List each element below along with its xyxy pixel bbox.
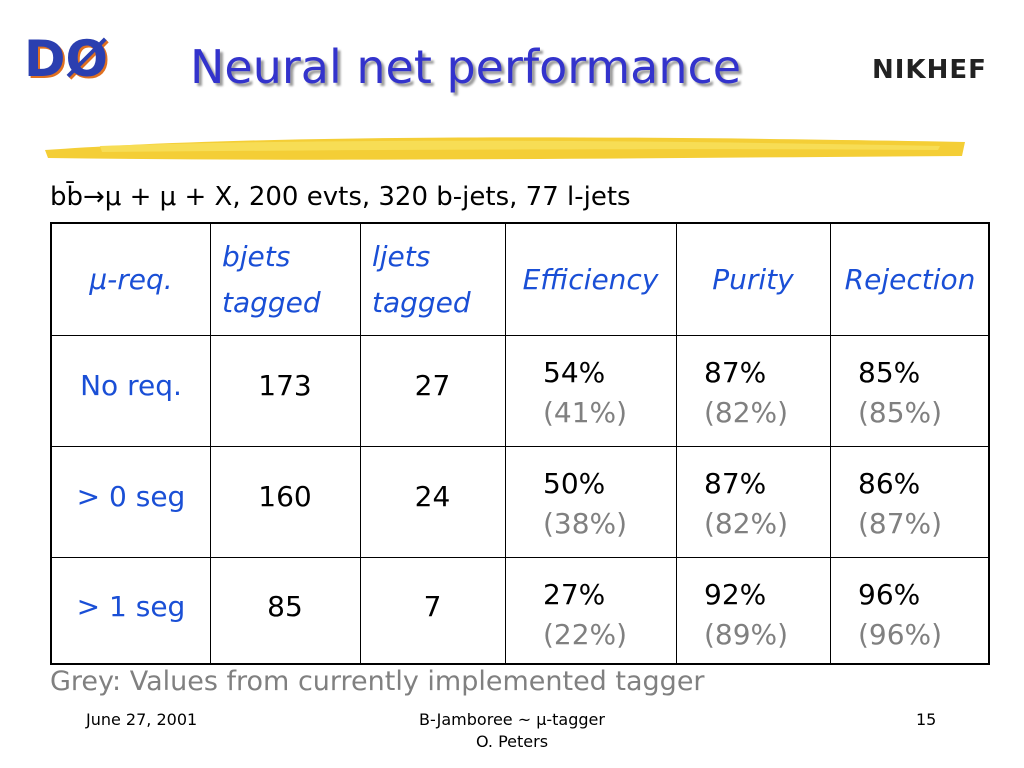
- row-rule: [52, 335, 988, 336]
- count-cell: 24: [414, 480, 451, 513]
- results-table: μ-req. bjets tagged ljets tagged Efficiency…: [50, 222, 990, 665]
- value-grey: (89%): [704, 618, 789, 651]
- value-main: 50%: [543, 467, 606, 500]
- footer-author: O. Peters: [475, 732, 549, 751]
- count-cell: 160: [258, 480, 312, 513]
- row-label: No req.: [80, 369, 182, 402]
- slide-title: Neural net performance: [190, 40, 742, 94]
- row-rule: [52, 446, 988, 447]
- count-cell: 85: [267, 589, 303, 623]
- value-grey: (38%): [543, 507, 628, 540]
- value-main: 87%: [704, 467, 767, 500]
- percent-cell: 96% (96%): [830, 557, 990, 665]
- note: Grey: Values from currently implemented …: [50, 666, 705, 697]
- column-header: μ-req.: [89, 262, 173, 296]
- row-rule: [52, 557, 988, 558]
- percent-cell: 87% (82%): [676, 446, 830, 557]
- column-header: Rejection: [844, 262, 976, 296]
- footer-page: 15: [916, 710, 937, 729]
- value-grey: (41%): [543, 396, 628, 429]
- value-grey: (22%): [543, 618, 628, 651]
- count-cell: 173: [258, 369, 312, 402]
- percent-cell: 85% (85%): [830, 335, 990, 446]
- count-cell: 7: [423, 589, 442, 623]
- percent-cell: 54% (41%): [505, 335, 676, 446]
- value-main: 87%: [704, 356, 767, 389]
- brush-stroke: [45, 137, 965, 160]
- column-rule: [830, 224, 831, 663]
- value-grey: (85%): [858, 396, 943, 429]
- logo-nikhef: NIKHEF: [872, 55, 987, 85]
- column-rule: [210, 224, 211, 663]
- value-main: 85%: [858, 356, 921, 389]
- column-rule: [505, 224, 506, 663]
- column-rule: [676, 224, 677, 663]
- percent-cell: 92% (89%): [676, 557, 830, 665]
- row-label: > 1 seg: [76, 589, 186, 623]
- footer-event: B-Jamboree ~ μ-tagger: [419, 710, 605, 729]
- count-cell: 27: [414, 369, 451, 402]
- value-grey: (82%): [704, 507, 789, 540]
- column-header: Efficiency: [522, 262, 659, 296]
- value-main: 92%: [704, 578, 767, 611]
- percent-cell: 86% (87%): [830, 446, 990, 557]
- column-header: ljets tagged: [372, 239, 471, 319]
- value-grey: (87%): [858, 507, 943, 540]
- value-grey: (96%): [858, 618, 943, 651]
- footer-date: June 27, 2001: [86, 710, 198, 729]
- column-header: Purity: [712, 262, 794, 296]
- subtitle: bb̄→μ + μ + X, 200 evts, 320 b-jets, 77 …: [50, 182, 631, 212]
- column-header: bjets tagged: [222, 239, 321, 319]
- value-main: 27%: [543, 578, 606, 611]
- value-main: 54%: [543, 356, 606, 389]
- percent-cell: 87% (82%): [676, 335, 830, 446]
- value-main: 86%: [858, 467, 921, 500]
- logo-d0: DØ: [24, 30, 109, 88]
- value-grey: (82%): [704, 396, 789, 429]
- value-main: 96%: [858, 578, 921, 611]
- column-rule: [360, 224, 361, 663]
- percent-cell: 27% (22%): [505, 557, 676, 665]
- percent-cell: 50% (38%): [505, 446, 676, 557]
- row-label: > 0 seg: [76, 480, 186, 513]
